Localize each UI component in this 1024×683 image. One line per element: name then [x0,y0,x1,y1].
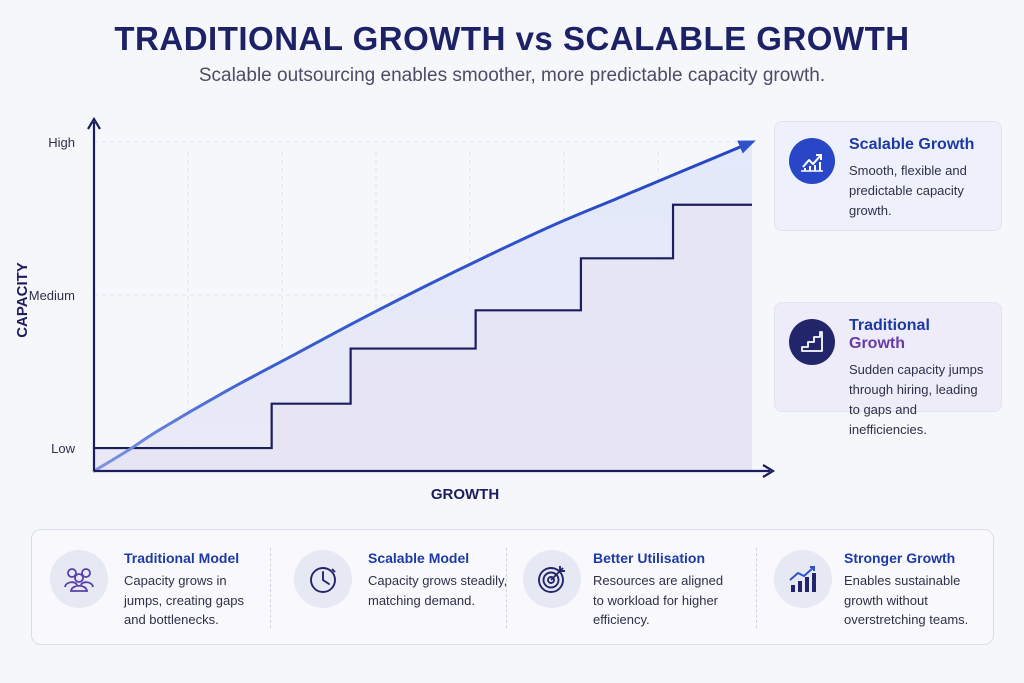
feature-title: Scalable Model [368,550,470,566]
feature-text: Better Utilisation Resources are aligned… [593,550,733,630]
feature-text: Stronger Growth Enables sustainable grow… [844,550,984,630]
bar-growth-icon [774,550,832,608]
feature-title: Traditional Model [124,550,240,566]
feature-divider [756,548,757,628]
feature-divider [270,548,271,628]
feature-title: Stronger Growth [844,550,956,566]
growth-chart: Low Medium High GROWTH CAPACITY [14,116,776,503]
feature-divider [506,548,507,628]
feature-text: Scalable Model Capacity grows steadily, … [368,550,508,610]
legend-title-traditional: Traditional Growth [849,317,989,353]
y-tick-label: Low [51,441,75,456]
area-fill-traditional [94,204,752,471]
series-line-traditional [94,203,752,450]
page-subtitle: Scalable outsourcing enables smoother, m… [198,65,826,86]
series-arrowhead-scalable [737,140,756,154]
y-tick-label: High [48,135,75,150]
feature-traditional-model: Traditional Model Capacity grows in jump… [50,546,270,630]
x-axis-arrow [762,464,776,478]
trend-up-icon [789,138,835,184]
legend-desc-scalable: Smooth, flexible and predictable capacit… [849,163,967,218]
legend-title-main: Traditional [849,317,930,334]
feature-scalable-model: Scalable Model Capacity grows steadily, … [294,546,514,630]
legend-title-main: Scalable Growth [849,136,975,153]
series-line-scalable [92,140,754,473]
team-icon [50,550,108,608]
y-axis-arrow [87,116,101,130]
feature-desc: Enables sustainable growth without overs… [844,573,969,627]
features-panel: Traditional Model Capacity grows in jump… [31,529,994,645]
legend-card-traditional: Traditional Growth Sudden capacity jumps… [774,302,1002,437]
x-axis-label: GROWTH [431,486,499,503]
target-icon [523,550,581,608]
feature-desc: Capacity grows steadily, matching demand… [368,573,508,608]
legend-title-accent: Growth [849,335,905,352]
y-axis-label: CAPACITY [14,262,31,338]
feature-desc: Resources are aligned to workload for hi… [593,573,724,627]
y-tick-label: Medium [29,288,75,303]
legend-card-scalable: Scalable Growth Smooth, flexible and pre… [774,121,1002,231]
feature-better-utilisation: Better Utilisation Resources are aligned… [523,546,753,630]
legend-title-scalable: Scalable Growth [849,136,989,154]
legend-desc-traditional: Sudden capacity jumps through hiring, le… [849,362,984,437]
feature-desc: Capacity grows in jumps, creating gaps a… [124,573,244,627]
page-title: TRADITIONAL GROWTH vs SCALABLE GROWTH [114,20,910,57]
feature-stronger-growth: Stronger Growth Enables sustainable grow… [774,546,989,630]
feature-text: Traditional Model Capacity grows in jump… [124,550,264,630]
stairs-icon [789,319,835,365]
clock-icon [294,550,352,608]
feature-title: Better Utilisation [593,550,706,566]
